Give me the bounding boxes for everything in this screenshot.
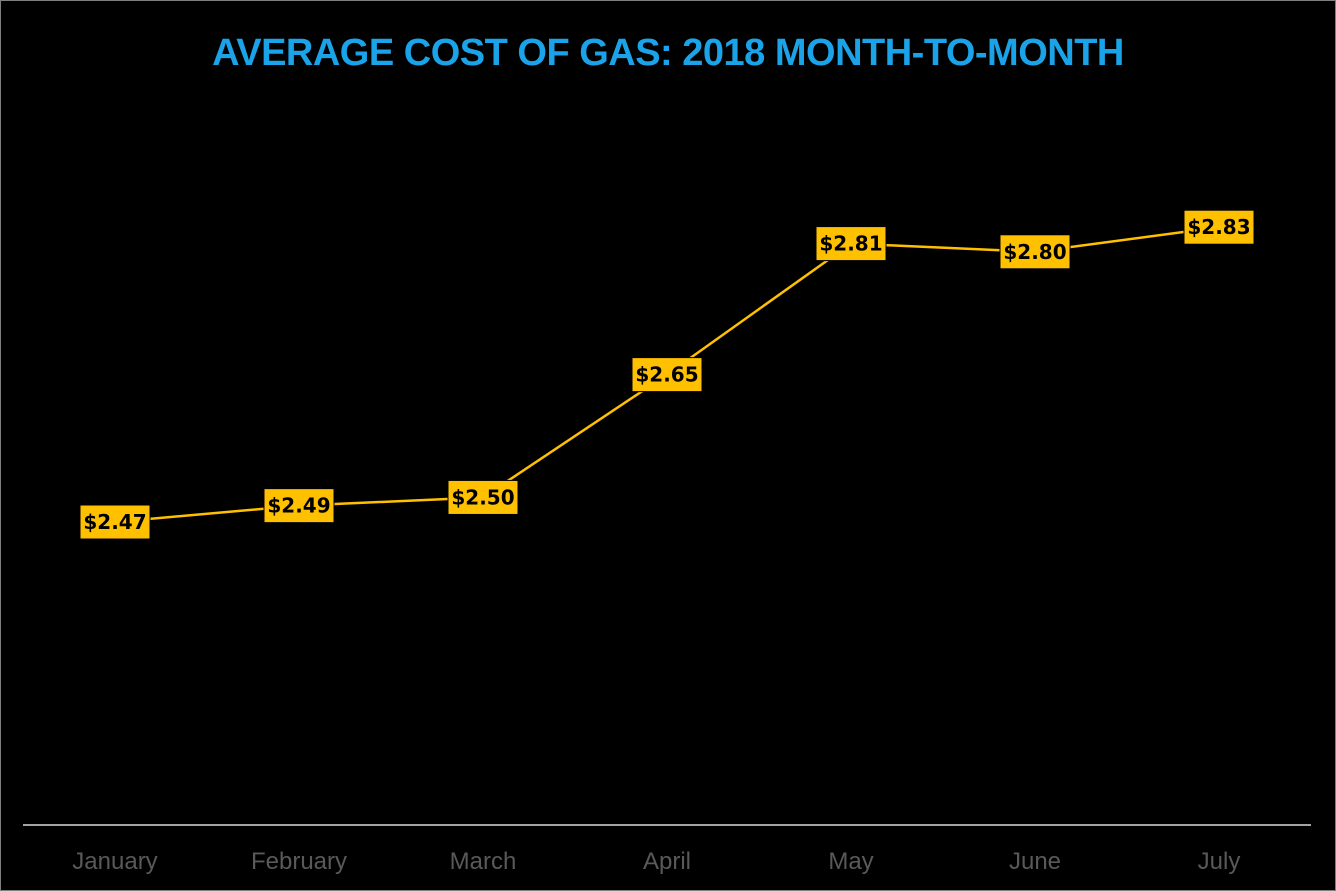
x-tick-label: June — [1009, 848, 1061, 875]
x-tick-label: April — [643, 848, 691, 875]
data-label: $2.83 — [1187, 215, 1250, 239]
data-point: $2.83 — [1183, 209, 1255, 245]
data-label: $2.47 — [83, 510, 146, 534]
x-tick-label: May — [828, 848, 873, 875]
data-label-box — [631, 357, 703, 393]
data-label: $2.80 — [1003, 240, 1066, 264]
data-point: $2.80 — [999, 234, 1071, 270]
x-tick-label: February — [251, 848, 347, 875]
data-point: $2.47 — [79, 504, 151, 540]
data-label: $2.65 — [635, 363, 698, 387]
data-label-box — [263, 488, 335, 524]
data-label: $2.81 — [819, 232, 882, 256]
data-point: $2.65 — [631, 357, 703, 393]
data-label: $2.49 — [267, 494, 330, 518]
data-point: $2.49 — [263, 488, 335, 524]
data-label-box — [1183, 209, 1255, 245]
x-tick-labels-group: January February March April May June July — [72, 848, 1240, 875]
x-tick-label: January — [72, 848, 157, 875]
chart-title: AVERAGE COST OF GAS: 2018 MONTH-TO-MONTH — [212, 32, 1124, 74]
x-tick-label: July — [1198, 848, 1241, 875]
x-tick-label: March — [450, 848, 517, 875]
data-label-box — [815, 226, 887, 262]
data-label-box — [447, 479, 519, 515]
data-point: $2.81 — [815, 226, 887, 262]
data-label-box — [999, 234, 1071, 270]
data-label-box — [79, 504, 151, 540]
data-label: $2.50 — [451, 485, 514, 509]
data-point: $2.50 — [447, 479, 519, 515]
data-labels-group: $2.47 $2.49 $2.50 $2.65 $2.81 $2.80 $2.83 — [79, 209, 1255, 540]
